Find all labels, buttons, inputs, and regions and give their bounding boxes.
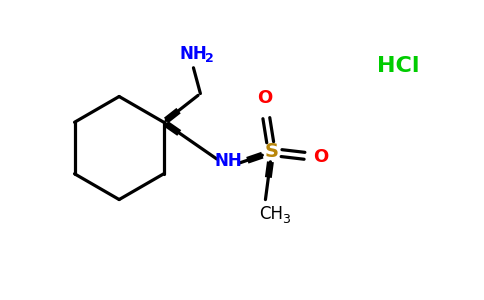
Text: CH: CH [259, 206, 283, 224]
Text: O: O [257, 89, 272, 107]
Text: 2: 2 [205, 52, 213, 65]
Text: NH: NH [214, 152, 242, 170]
Text: 3: 3 [282, 213, 289, 226]
Text: NH: NH [180, 45, 207, 63]
Text: HCl: HCl [378, 56, 420, 76]
Text: O: O [313, 148, 328, 166]
Text: S: S [265, 142, 279, 161]
